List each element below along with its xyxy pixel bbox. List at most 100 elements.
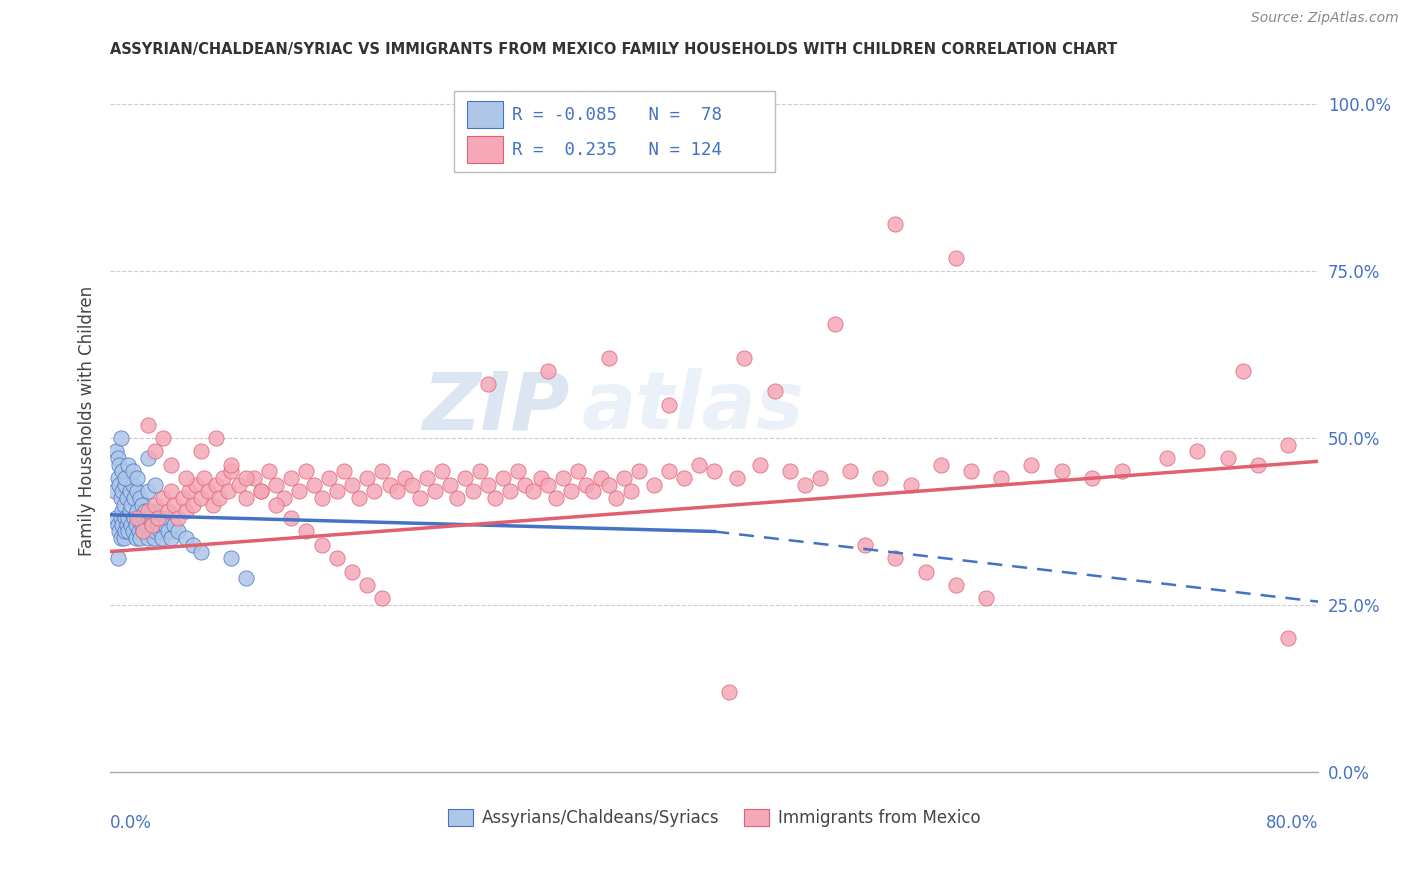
- Point: [152, 431, 174, 445]
- Point: [132, 524, 155, 539]
- Point: [114, 471, 136, 485]
- Point: [124, 491, 146, 505]
- Point: [537, 364, 560, 378]
- Point: [145, 477, 167, 491]
- Point: [506, 464, 529, 478]
- Point: [139, 524, 162, 539]
- Point: [560, 484, 582, 499]
- Point: [235, 491, 257, 505]
- Point: [128, 511, 150, 525]
- Point: [325, 484, 347, 499]
- Point: [120, 517, 142, 532]
- Point: [363, 484, 385, 499]
- Point: [824, 318, 846, 332]
- Point: [1277, 632, 1299, 646]
- Point: [242, 471, 264, 485]
- Point: [219, 458, 242, 472]
- Point: [763, 384, 786, 399]
- Point: [121, 477, 143, 491]
- Point: [658, 398, 681, 412]
- Point: [468, 464, 491, 478]
- Point: [884, 217, 907, 231]
- Point: [219, 551, 242, 566]
- Point: [423, 484, 446, 499]
- Point: [356, 578, 378, 592]
- Point: [111, 517, 134, 532]
- Point: [145, 498, 167, 512]
- Point: [658, 464, 681, 478]
- Point: [205, 431, 228, 445]
- Point: [181, 498, 204, 512]
- Point: [141, 517, 163, 532]
- Point: [605, 491, 627, 505]
- Point: [582, 484, 605, 499]
- Point: [718, 685, 741, 699]
- Point: [110, 491, 132, 505]
- Point: [371, 464, 394, 478]
- Point: [124, 511, 146, 525]
- Point: [111, 464, 134, 478]
- Point: [385, 484, 408, 499]
- Point: [136, 450, 159, 465]
- Point: [945, 251, 967, 265]
- Point: [522, 484, 544, 499]
- Point: [118, 484, 141, 499]
- Point: [295, 524, 318, 539]
- Point: [127, 504, 149, 518]
- Text: ZIP: ZIP: [422, 368, 569, 446]
- Point: [1080, 471, 1102, 485]
- Point: [250, 484, 273, 499]
- Point: [302, 477, 325, 491]
- Point: [672, 471, 695, 485]
- Point: [156, 524, 179, 539]
- Point: [1050, 464, 1073, 478]
- Point: [446, 491, 468, 505]
- Point: [104, 484, 127, 499]
- Point: [107, 517, 129, 532]
- Point: [1232, 364, 1254, 378]
- Point: [136, 504, 159, 518]
- Point: [135, 517, 157, 532]
- Point: [142, 531, 165, 545]
- Point: [105, 511, 128, 525]
- Point: [575, 477, 598, 491]
- Point: [598, 351, 620, 365]
- Point: [416, 471, 439, 485]
- Point: [280, 471, 302, 485]
- Point: [461, 484, 484, 499]
- Point: [150, 531, 173, 545]
- Point: [929, 458, 952, 472]
- Point: [439, 477, 461, 491]
- Point: [598, 477, 620, 491]
- Point: [111, 504, 134, 518]
- Point: [174, 471, 197, 485]
- Point: [288, 484, 311, 499]
- Text: R =  0.235   N = 124: R = 0.235 N = 124: [512, 141, 723, 159]
- Point: [401, 477, 423, 491]
- Point: [190, 544, 212, 558]
- Point: [114, 524, 136, 539]
- Text: ASSYRIAN/CHALDEAN/SYRIAC VS IMMIGRANTS FROM MEXICO FAMILY HOUSEHOLDS WITH CHILDR: ASSYRIAN/CHALDEAN/SYRIAC VS IMMIGRANTS F…: [110, 42, 1118, 57]
- Point: [145, 444, 167, 458]
- Point: [1216, 450, 1239, 465]
- Point: [190, 444, 212, 458]
- Point: [219, 464, 242, 478]
- Point: [125, 517, 148, 532]
- Point: [136, 531, 159, 545]
- Point: [589, 471, 612, 485]
- Point: [159, 458, 181, 472]
- Point: [217, 484, 239, 499]
- Point: [107, 471, 129, 485]
- Point: [128, 524, 150, 539]
- Point: [167, 511, 190, 525]
- Point: [121, 464, 143, 478]
- Point: [349, 491, 371, 505]
- Point: [945, 578, 967, 592]
- Point: [325, 551, 347, 566]
- Point: [839, 464, 862, 478]
- Point: [112, 498, 135, 512]
- Point: [118, 504, 141, 518]
- Point: [1187, 444, 1209, 458]
- Point: [132, 511, 155, 525]
- Point: [121, 524, 143, 539]
